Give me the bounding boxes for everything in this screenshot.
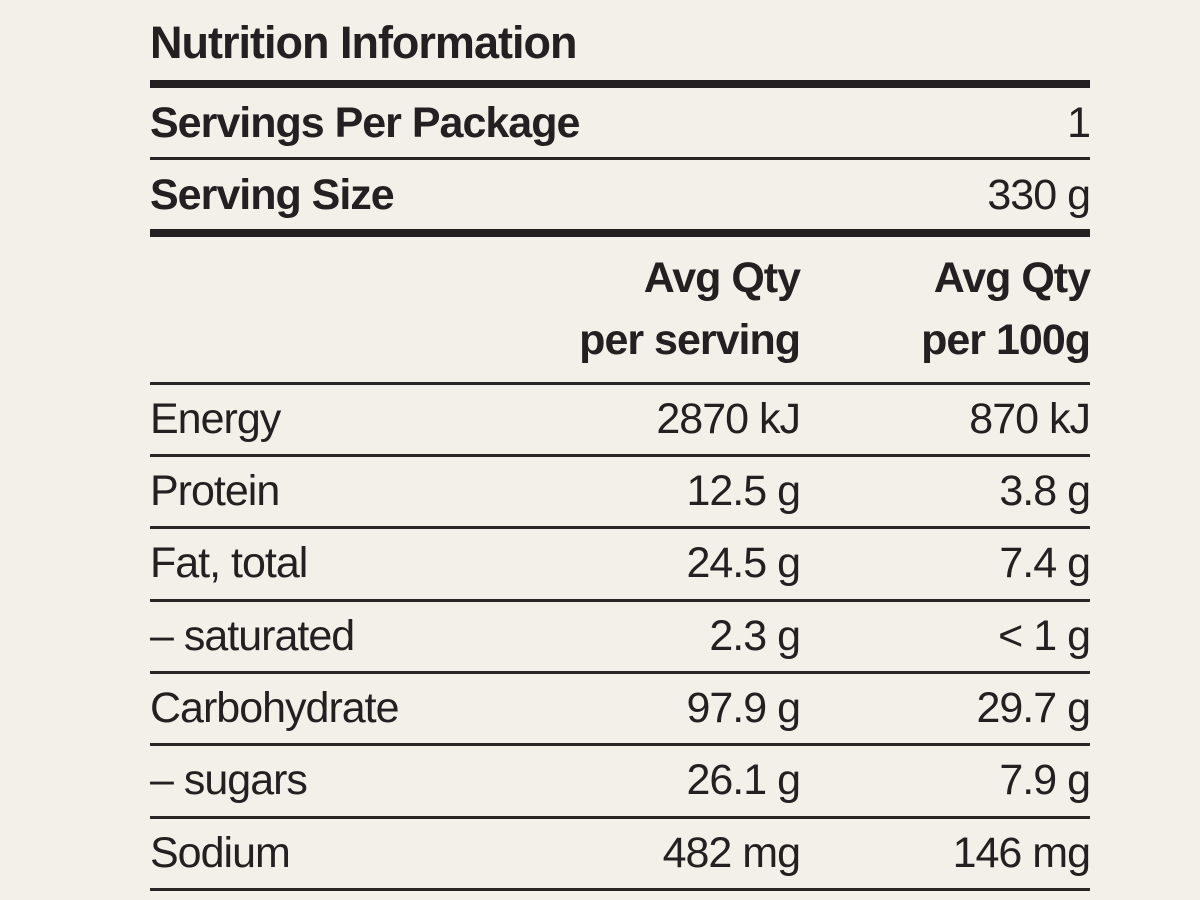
col-header-per-serving-line2: per serving (579, 316, 801, 365)
nutrient-row-fat-total: Fat, total 24.5 g 7.4 g (150, 529, 1091, 602)
servings-per-package-label: Servings Per Package (150, 98, 580, 147)
col-header-per-100g: Avg Qty per 100g (800, 247, 1091, 372)
nutrient-label: Carbohydrate (150, 683, 400, 732)
servings-per-package-value: 1 (1067, 98, 1091, 147)
value-per-100g: 7.9 g (999, 756, 1091, 805)
nutrient-row-carbohydrate: Carbohydrate 97.9 g 29.7 g (150, 674, 1091, 747)
nutrient-label: Protein (150, 467, 280, 516)
nutrient-row-energy: Energy 2870 kJ 870 kJ (150, 385, 1091, 458)
nutrition-panel: Nutrition Information Servings Per Packa… (150, 0, 1091, 891)
value-per-serving: 482 mg (662, 828, 801, 877)
column-headers: Avg Qty per serving Avg Qty per 100g (150, 237, 1091, 385)
nutrient-row-protein: Protein 12.5 g 3.8 g (150, 457, 1091, 530)
value-per-serving: 12.5 g (686, 467, 801, 516)
value-per-serving: 24.5 g (686, 539, 801, 588)
nutrient-row-sugars: – sugars 26.1 g 7.9 g (150, 746, 1091, 819)
value-per-serving: 26.1 g (686, 756, 801, 805)
nutrient-label: – saturated (150, 611, 355, 660)
nutrient-label: – sugars (150, 756, 308, 805)
value-per-serving: 97.9 g (686, 683, 801, 732)
value-per-100g: 29.7 g (976, 683, 1091, 732)
nutrient-label: Energy (150, 394, 281, 443)
value-per-100g: 3.8 g (999, 467, 1091, 516)
col-header-per-serving: Avg Qty per serving (505, 247, 801, 372)
value-per-100g: 146 mg (952, 828, 1091, 877)
value-per-100g: < 1 g (998, 611, 1091, 660)
nutrient-label: Sodium (150, 828, 291, 877)
nutrient-row-sodium: Sodium 482 mg 146 mg (150, 819, 1091, 891)
col-header-per-100g-line2: per 100g (921, 316, 1091, 365)
nutrient-row-saturated: – saturated 2.3 g < 1 g (150, 602, 1091, 674)
col-header-per-serving-line1: Avg Qty (643, 254, 801, 303)
value-per-serving: 2.3 g (709, 611, 801, 660)
serving-size-label: Serving Size (150, 170, 395, 219)
value-per-100g: 870 kJ (969, 394, 1091, 443)
panel-title: Nutrition Information (150, 12, 1090, 88)
nutrient-label: Fat, total (150, 539, 308, 588)
servings-per-package-row: Servings Per Package 1 (150, 88, 1091, 160)
serving-size-row: Serving Size 330 g (150, 160, 1091, 238)
serving-size-value: 330 g (987, 170, 1091, 219)
value-per-serving: 2870 kJ (656, 394, 801, 443)
col-header-per-100g-line1: Avg Qty (933, 254, 1091, 303)
value-per-100g: 7.4 g (999, 539, 1091, 588)
